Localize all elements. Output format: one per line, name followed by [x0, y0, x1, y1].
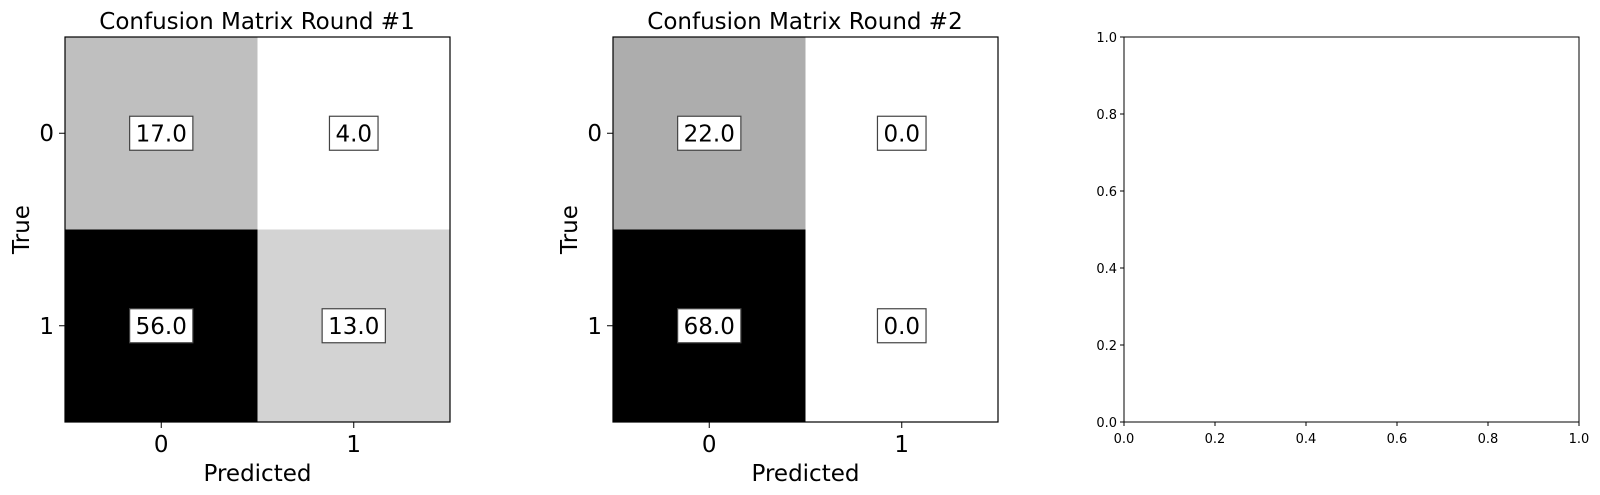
cm1-value-box-0-1	[328, 115, 379, 151]
cm1-value-label-0-0: 17.0	[136, 121, 187, 147]
cm2-ytick-label-1: 1	[587, 314, 602, 340]
cm2-title: Confusion Matrix Round #2	[647, 9, 962, 35]
cm1-value-label-1-0: 56.0	[136, 314, 187, 340]
cm-panel-1: Confusion Matrix Round #1 17.0 4.0 56.0 13.…	[9, 9, 451, 487]
cm2-value-box-1-0	[677, 308, 742, 344]
empty-axes-ytick-label-2: 0.4	[1096, 262, 1117, 277]
empty-axes-frame	[1123, 36, 1580, 423]
cm2-ylabel: True	[557, 205, 583, 255]
cm1-ticks: 0 1 0 1	[39, 121, 361, 458]
cm1-cells: 17.0 4.0 56.0 13.0	[65, 37, 450, 422]
cm2-xtick-label-1: 1	[894, 432, 909, 458]
cm1-title: Confusion Matrix Round #1	[99, 9, 414, 35]
cm1-xtick-label-0: 0	[154, 432, 169, 458]
cm2-cells: 22.0 0.0 68.0 0.0	[613, 37, 998, 422]
cm2-ytick-label-0: 0	[587, 121, 602, 147]
cm1-ylabel: True	[9, 205, 35, 255]
empty-axes-ytick-label-0: 0.0	[1096, 416, 1117, 431]
cm2-value-label-0-0: 22.0	[684, 121, 735, 147]
cm2-value-box-1-1	[876, 308, 927, 344]
empty-axes-xtick-label-0: 0.0	[1114, 432, 1135, 447]
cm1-value-label-0-1: 4.0	[335, 121, 372, 147]
cm1-value-box-0-0	[129, 115, 194, 151]
empty-axes-xtick-label-5: 1.0	[1569, 432, 1590, 447]
cm1-frame	[64, 36, 451, 423]
empty-axes-xtick-label-3: 0.6	[1387, 432, 1408, 447]
cm1-value-label-1-1: 13.0	[328, 314, 379, 340]
cm1-ytick-label-0: 0	[39, 121, 54, 147]
empty-axes-ytick-label-5: 1.0	[1096, 31, 1117, 46]
cm2-value-label-0-1: 0.0	[883, 121, 920, 147]
cm2-value-box-0-1	[876, 115, 927, 151]
empty-axes-xtick-label-1: 0.2	[1205, 432, 1226, 447]
empty-axes-ytick-label-4: 0.8	[1096, 108, 1117, 123]
cm1-xtick-label-1: 1	[346, 432, 361, 458]
empty-axes-ytick-label-3: 0.6	[1096, 185, 1117, 200]
empty-axes-xtick-label-4: 0.8	[1478, 432, 1499, 447]
cm1-value-box-1-0	[129, 308, 194, 344]
cm2-value-box-0-0	[677, 115, 742, 151]
cm1-xlabel: Predicted	[204, 461, 312, 487]
cm-panel-2: Confusion Matrix Round #2 22.0 0.0 68.0 0.0…	[557, 9, 999, 487]
cm2-value-label-1-1: 0.0	[883, 314, 920, 340]
empty-axes-ytick-label-1: 0.2	[1096, 339, 1117, 354]
cm2-xlabel: Predicted	[752, 461, 860, 487]
cm1-ytick-label-1: 1	[39, 314, 54, 340]
empty-axes-xtick-label-2: 0.4	[1296, 432, 1317, 447]
cm2-frame	[612, 36, 999, 423]
cm1-value-box-1-1	[321, 308, 386, 344]
cm2-value-label-1-0: 68.0	[684, 314, 735, 340]
empty-axes-ticks: 0.0 0.2 0.4 0.6 0.8 1.0 0.0 0.2 0.4 0.6 0.8 1.0	[1096, 31, 1589, 447]
cm2-ticks: 0 1 0 1	[587, 121, 909, 458]
empty-axes-panel: 0.0 0.2 0.4 0.6 0.8 1.0 0.0 0.2 0.4 0.6 0.8 1.0	[1096, 31, 1589, 447]
cm2-xtick-label-0: 0	[702, 432, 717, 458]
